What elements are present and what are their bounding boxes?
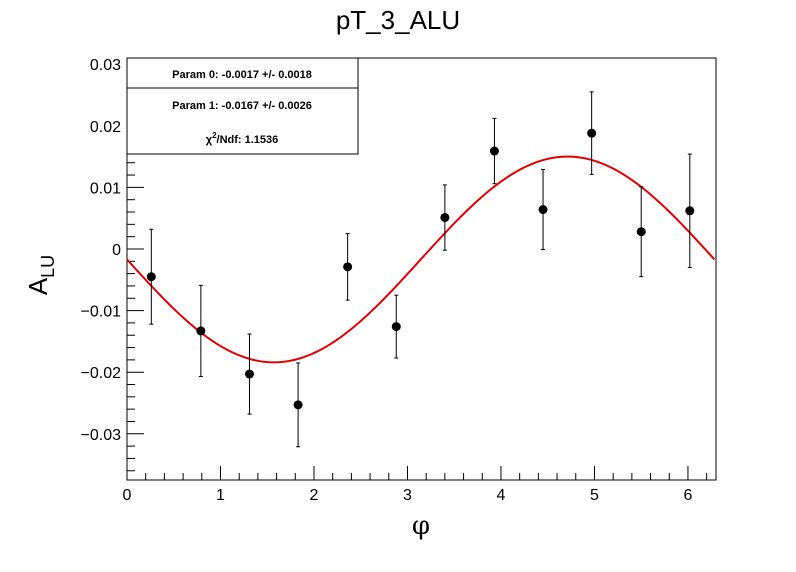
plot-frame [126, 57, 717, 481]
y-axis: −0.03 −0.02 −0.01 0 0.01 0.02 0.03 [81, 57, 144, 472]
x-tick-label: 0 [123, 487, 132, 504]
data-point [489, 146, 499, 156]
fit-curve [126, 155, 716, 364]
y-axis-label-main: A [23, 277, 53, 295]
svg-text:ALU: ALU [23, 255, 58, 295]
data-point [587, 128, 597, 138]
chart-title: pT_3_ALU [336, 5, 460, 35]
x-tick-label: 6 [683, 487, 692, 504]
data-point [538, 205, 548, 215]
x-tick-label: 2 [310, 487, 319, 504]
stats-chi-symbol: χ [206, 134, 213, 146]
stats-chi-superscript: 2 [212, 131, 217, 140]
stats-param1: Param 1: -0.0167 +/- 0.0026 [172, 100, 312, 112]
data-point [391, 322, 401, 332]
data-point [146, 272, 156, 282]
data-point [343, 262, 353, 272]
stats-chi2: χ2/Ndf: 1.1536 [206, 131, 279, 146]
y-tick-label: 0.03 [90, 57, 121, 74]
x-axis-label: φ [412, 511, 430, 541]
x-tick-label: 3 [403, 487, 412, 504]
x-tick-label: 1 [216, 487, 225, 504]
stats-param0: Param 0: -0.0017 +/- 0.0018 [172, 69, 312, 81]
fit-curve-layer [126, 155, 716, 364]
y-tick-label: −0.03 [81, 427, 122, 444]
x-tick-label: 5 [590, 487, 599, 504]
stats-box: Param 0: -0.0017 +/- 0.0018 Param 1: -0.… [126, 57, 359, 155]
data-point [440, 213, 450, 223]
data-point [196, 326, 206, 336]
y-tick-label: −0.01 [81, 304, 122, 321]
y-tick-label: 0.01 [90, 180, 121, 197]
y-tick-label: −0.02 [81, 365, 122, 382]
data-point [636, 227, 646, 237]
y-axis-label: ALU [23, 255, 58, 295]
data-points-layer [146, 91, 695, 448]
data-point [244, 369, 254, 379]
stats-chi-ndf: /Ndf: 1.1536 [217, 134, 279, 146]
x-tick-label: 4 [497, 487, 506, 504]
data-point [685, 206, 695, 216]
y-axis-label-sub: LU [38, 255, 58, 278]
data-point [293, 400, 303, 410]
x-axis: 0 1 2 3 4 5 6 [123, 466, 708, 504]
y-tick-label: 0 [112, 242, 121, 259]
y-tick-label: 0.02 [90, 119, 121, 136]
